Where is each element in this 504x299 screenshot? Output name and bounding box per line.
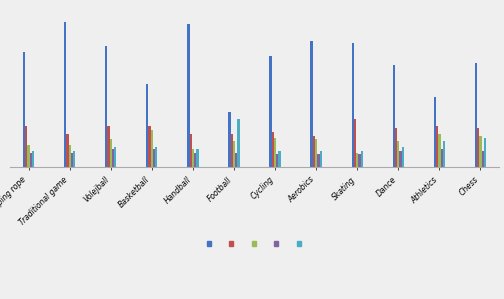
Bar xyxy=(397,141,400,167)
Bar xyxy=(484,138,486,167)
Bar xyxy=(270,56,272,167)
Bar xyxy=(30,152,32,167)
Bar xyxy=(114,147,116,167)
Bar xyxy=(231,134,233,167)
Bar xyxy=(356,152,358,167)
Bar xyxy=(71,152,73,167)
Bar xyxy=(320,151,322,167)
Bar xyxy=(358,154,361,167)
Bar xyxy=(438,134,440,167)
Bar xyxy=(32,151,34,167)
Bar xyxy=(354,119,356,167)
Legend: , , , , : , , , , xyxy=(203,236,306,252)
Bar xyxy=(400,151,402,167)
Bar xyxy=(109,139,112,167)
Bar xyxy=(146,83,148,167)
Bar xyxy=(69,145,71,167)
Bar xyxy=(190,134,192,167)
Bar xyxy=(477,128,479,167)
Bar xyxy=(187,24,190,167)
Bar xyxy=(352,42,354,167)
Bar xyxy=(395,128,397,167)
Bar xyxy=(479,136,482,167)
Bar xyxy=(192,149,194,167)
Bar xyxy=(482,151,484,167)
Bar xyxy=(278,151,281,167)
Bar xyxy=(27,145,30,167)
Bar xyxy=(440,149,443,167)
Bar xyxy=(235,152,237,167)
Bar xyxy=(274,138,276,167)
Bar xyxy=(436,126,438,167)
Bar xyxy=(66,134,69,167)
Bar xyxy=(194,152,196,167)
Bar xyxy=(112,149,114,167)
Bar xyxy=(310,41,313,167)
Bar xyxy=(434,97,436,167)
Bar xyxy=(23,52,25,167)
Bar xyxy=(233,141,235,167)
Bar xyxy=(107,126,109,167)
Bar xyxy=(153,149,155,167)
Bar xyxy=(361,151,363,167)
Bar xyxy=(402,147,404,167)
Bar xyxy=(228,112,231,167)
Bar xyxy=(73,151,75,167)
Bar xyxy=(237,119,239,167)
Bar xyxy=(151,130,153,167)
Bar xyxy=(443,141,445,167)
Bar xyxy=(475,63,477,167)
Bar xyxy=(276,154,278,167)
Bar xyxy=(313,136,315,167)
Bar xyxy=(105,46,107,167)
Bar xyxy=(272,132,274,167)
Bar xyxy=(25,126,27,167)
Bar xyxy=(64,22,66,167)
Bar xyxy=(318,154,320,167)
Bar xyxy=(315,139,318,167)
Bar xyxy=(393,65,395,167)
Bar xyxy=(155,147,157,167)
Bar xyxy=(148,126,151,167)
Bar xyxy=(196,149,199,167)
